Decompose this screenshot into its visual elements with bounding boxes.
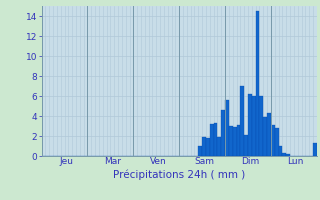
Bar [248, 94, 252, 156]
Bar [198, 146, 202, 156]
Bar [279, 146, 282, 156]
Bar [217, 137, 221, 156]
Bar [210, 124, 214, 156]
Bar [286, 154, 290, 156]
Bar [244, 135, 248, 156]
Bar [202, 137, 206, 156]
Bar [282, 153, 286, 156]
Bar [260, 96, 263, 156]
Bar [267, 113, 271, 156]
Bar [252, 96, 256, 156]
Bar [271, 125, 275, 156]
Bar [313, 143, 317, 156]
Bar [206, 138, 210, 156]
Bar [233, 127, 236, 156]
Bar [236, 125, 240, 156]
Bar [221, 110, 225, 156]
Bar [225, 100, 229, 156]
Bar [275, 128, 279, 156]
Bar [214, 123, 217, 156]
X-axis label: Précipitations 24h ( mm ): Précipitations 24h ( mm ) [113, 169, 245, 180]
Bar [256, 11, 260, 156]
Bar [240, 86, 244, 156]
Bar [263, 117, 267, 156]
Bar [229, 126, 233, 156]
